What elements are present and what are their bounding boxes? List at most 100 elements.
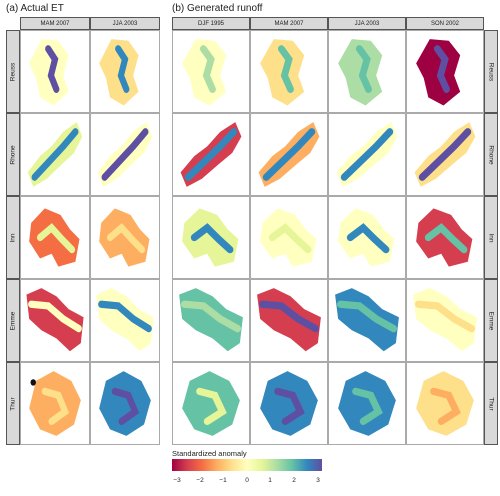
catchment-map-emme (406, 279, 484, 362)
legend-tick: −2 (196, 477, 204, 484)
catchment-shape (182, 371, 240, 436)
catchment-map-thur (406, 362, 484, 445)
header-son-2002-runoff: SON 2002 (406, 17, 484, 30)
catchment-map-rhone (328, 113, 406, 196)
catchment-map-reuss (406, 30, 484, 113)
catchment-map-inn (90, 196, 160, 279)
anomaly-pattern (199, 45, 216, 93)
catchment-map-rhone (20, 113, 90, 196)
row-label-inn-right: Inn (484, 196, 498, 279)
anomaly-pattern (184, 128, 238, 181)
anomaly-pattern (268, 223, 312, 254)
catchment-shape (260, 371, 318, 436)
catchment-shape (416, 208, 473, 267)
catchment-map-emme (90, 279, 160, 362)
catchment-shape (257, 288, 321, 352)
anomaly-pattern (424, 223, 468, 254)
panel-a-title: (a) Actual ET (6, 3, 64, 14)
anomaly-pattern (418, 128, 472, 181)
catchment-map-emme (250, 279, 328, 362)
catchment-shape (29, 371, 81, 436)
catchment-map-rhone (406, 113, 484, 196)
catchment-shape (260, 208, 317, 267)
catchment-shape (416, 371, 474, 436)
anomaly-pattern (115, 45, 130, 93)
anomaly-pattern (28, 300, 82, 333)
anomaly-pattern (355, 45, 372, 93)
row-label-reuss-left: Reuss (6, 30, 20, 113)
anomaly-pattern (340, 128, 394, 181)
catchment-map-reuss (328, 30, 406, 113)
anomaly-pattern (346, 223, 390, 254)
legend-tick: −1 (219, 477, 227, 484)
anomaly-pattern (352, 387, 383, 425)
catchment-map-reuss (250, 30, 328, 113)
catchment-map-thur (172, 362, 250, 445)
catchment-map-rhone (90, 113, 160, 196)
legend-tick: 3 (316, 477, 320, 484)
anomaly-pattern (274, 387, 305, 425)
catchment-shape (29, 208, 80, 267)
header-jja-2003-et: JJA 2003 (90, 17, 160, 30)
legend-tick: −3 (173, 477, 181, 484)
legend-title: Standardized anomaly (172, 449, 247, 458)
catchment-map-reuss (20, 30, 90, 113)
row-label-thur-right: Thur (484, 362, 498, 445)
catchment-shape (413, 288, 477, 352)
legend-colorbar (172, 459, 322, 471)
anomaly-pattern (31, 128, 79, 181)
anomaly-pattern (258, 300, 320, 333)
row-label-emme-right: Emme (484, 279, 498, 362)
catchment-shape (99, 208, 150, 267)
catchment-map-inn (20, 196, 90, 279)
legend-tick: 2 (292, 477, 296, 484)
anomaly-pattern (430, 387, 461, 425)
catchment-map-reuss (172, 30, 250, 113)
anomaly-pattern (41, 387, 70, 425)
anomaly-pattern (196, 387, 227, 425)
anomaly-pattern (101, 128, 149, 181)
row-label-rhone-left: Rhone (6, 113, 20, 196)
row-label-rhone-right: Rhone (484, 113, 498, 196)
catchment-map-thur (328, 362, 406, 445)
catchment-shape (338, 208, 395, 267)
anomaly-pattern (111, 387, 140, 425)
catchment-map-thur (20, 362, 90, 445)
row-label-reuss-right: Reuss (484, 30, 498, 113)
catchment-map-rhone (250, 113, 328, 196)
anomaly-pattern (45, 45, 60, 93)
catchment-shape (179, 288, 243, 352)
row-label-thur-left: Thur (6, 362, 20, 445)
catchment-shape (335, 288, 399, 352)
legend-tick: 1 (268, 477, 272, 484)
catchment-map-thur (90, 362, 160, 445)
catchment-map-inn (172, 196, 250, 279)
catchment-shape (182, 208, 239, 267)
header-djf-1995-runoff: DJF 1995 (172, 17, 250, 30)
catchment-map-inn (250, 196, 328, 279)
anomaly-pattern (336, 300, 398, 333)
panel-b-title: (b) Generated runoff (172, 3, 263, 14)
row-label-inn-left: Inn (6, 196, 20, 279)
catchment-map-inn (328, 196, 406, 279)
catchment-map-reuss (90, 30, 160, 113)
catchment-map-emme (20, 279, 90, 362)
anomaly-pattern (106, 223, 146, 254)
anomaly-pattern (262, 128, 316, 181)
anomaly-pattern (414, 300, 476, 333)
station-marker (30, 379, 36, 386)
anomaly-pattern (277, 45, 294, 93)
catchment-map-emme (172, 279, 250, 362)
catchment-map-emme (328, 279, 406, 362)
anomaly-pattern (98, 300, 152, 333)
anomaly-pattern (190, 223, 234, 254)
catchment-map-inn (406, 196, 484, 279)
anomaly-pattern (36, 223, 76, 254)
catchment-shape (338, 371, 396, 436)
header-mam-2007-runoff: MAM 2007 (250, 17, 328, 30)
anomaly-pattern (433, 45, 450, 93)
row-label-emme-left: Emme (6, 279, 20, 362)
catchment-shape (99, 371, 151, 436)
header-mam-2007-et: MAM 2007 (20, 17, 90, 30)
catchment-shape (96, 288, 154, 352)
